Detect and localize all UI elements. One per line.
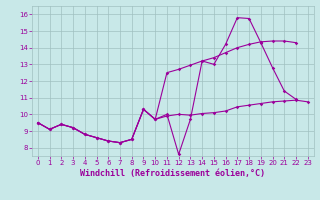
X-axis label: Windchill (Refroidissement éolien,°C): Windchill (Refroidissement éolien,°C) [80,169,265,178]
